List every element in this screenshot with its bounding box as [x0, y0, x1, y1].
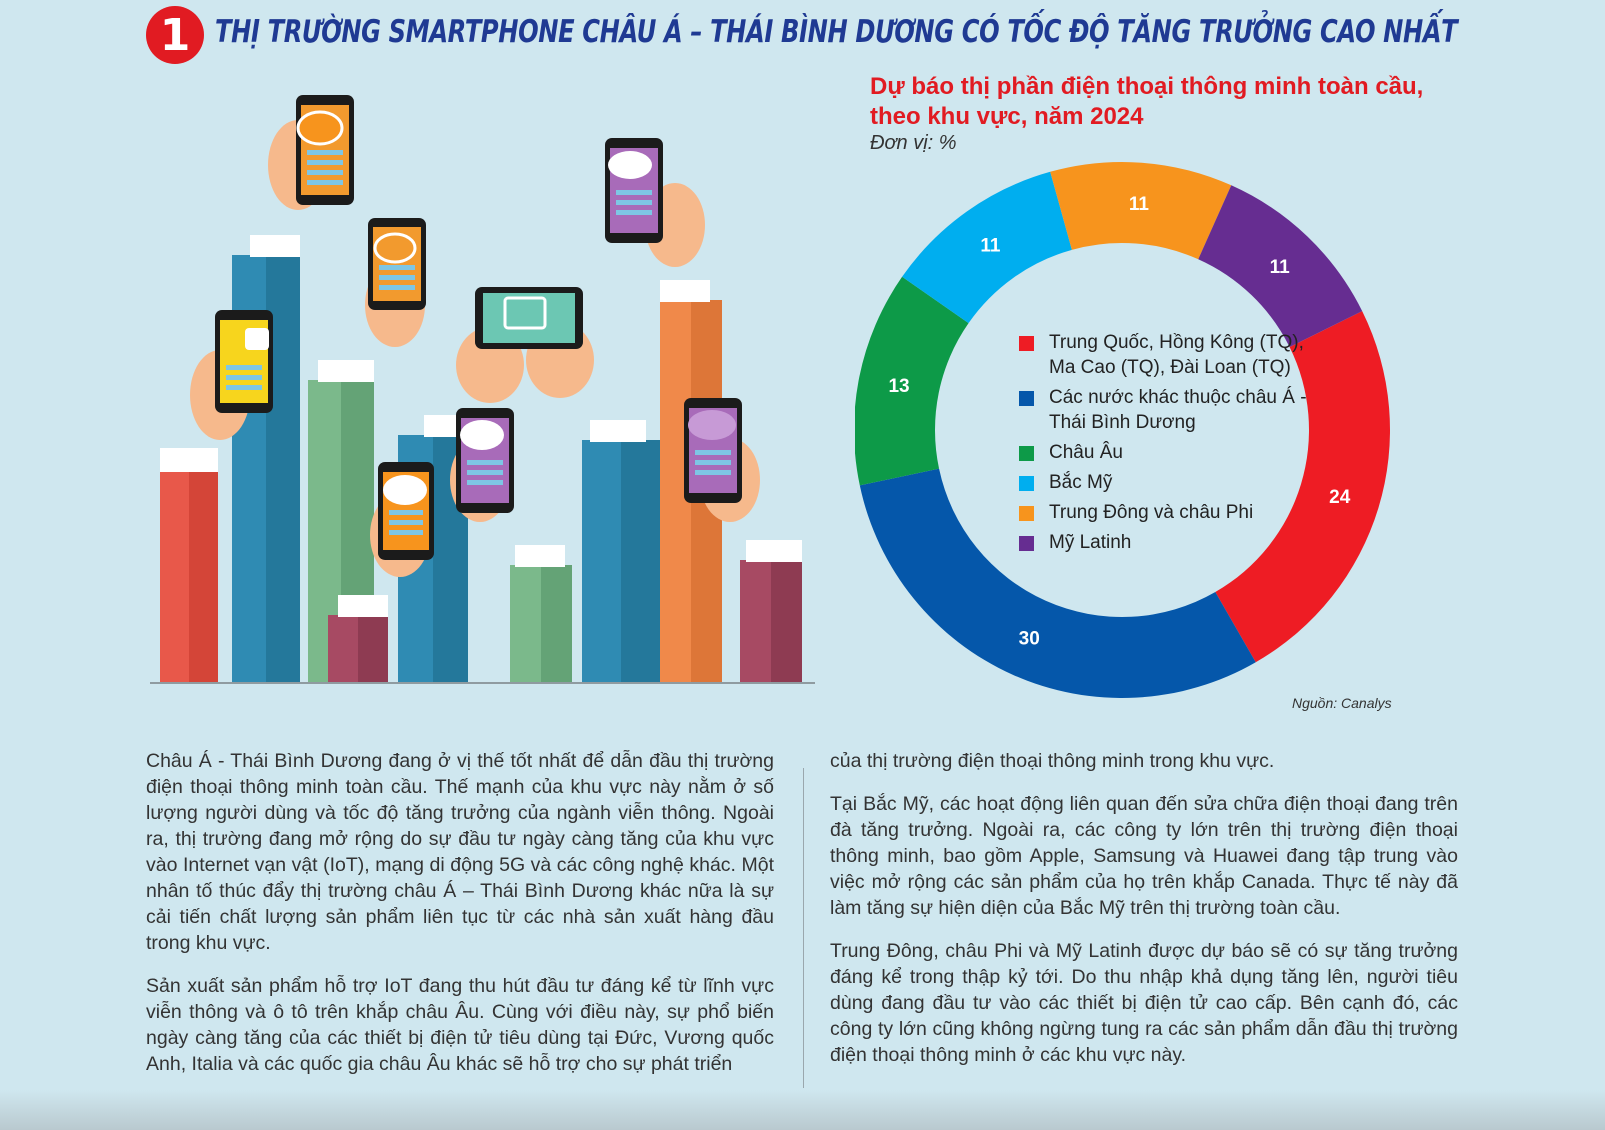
article-column-left: Châu Á - Thái Bình Dương đang ở vị thế t…: [146, 748, 774, 1094]
legend-label: Châu Âu: [1049, 442, 1123, 463]
donut-slice: [855, 276, 969, 486]
legend-item: Bắc Mỹ: [1015, 470, 1315, 495]
illustration-ground-line: [150, 682, 815, 684]
article-paragraph: Tại Bắc Mỹ, các hoạt động liên quan đến …: [830, 793, 1458, 919]
article-paragraph: Châu Á - Thái Bình Dương đang ở vị thế t…: [146, 750, 774, 954]
chart-title-line-1: Dự báo thị phần điện thoại thông minh to…: [870, 73, 1424, 100]
raised-hands-phones-illustration: [150, 95, 815, 684]
page-title: THỊ TRƯỜNG SMARTPHONE CHÂU Á – THÁI BÌNH…: [215, 14, 1458, 50]
legend-item: Trung Quốc, Hồng Kông (TQ), Ma Cao (TQ),…: [1015, 330, 1315, 380]
chart-title-line-2: theo khu vực, năm 2024: [870, 103, 1144, 130]
illustration-cuffs: [160, 235, 802, 617]
column-divider: [803, 768, 804, 1088]
legend-item: Châu Âu: [1015, 440, 1315, 465]
donut-slice-value-label: 13: [888, 376, 909, 397]
legend-swatch: [1019, 506, 1034, 521]
donut-slice: [859, 468, 1256, 698]
donut-slice-value-label: 11: [980, 235, 1001, 256]
chart-legend: Trung Quốc, Hồng Kông (TQ), Ma Cao (TQ),…: [1015, 330, 1315, 560]
legend-swatch: [1019, 391, 1034, 406]
chart-title: Dự báo thị phần điện thoại thông minh to…: [870, 72, 1470, 132]
donut-slice: [902, 171, 1072, 324]
illustration-chat-bubbles: [245, 110, 736, 505]
legend-label: Bắc Mỹ: [1049, 472, 1113, 493]
legend-label: Mỹ Latinh: [1049, 532, 1132, 553]
article-paragraph: Trung Đông, châu Phi và Mỹ Latinh được d…: [830, 940, 1458, 1066]
donut-slice: [1215, 311, 1390, 663]
legend-label: Các nước khác thuộc châu Á - Thái Bình D…: [1049, 387, 1307, 433]
bottom-shadow: [0, 1090, 1605, 1130]
legend-item: Mỹ Latinh: [1015, 530, 1315, 555]
article-column-right: của thị trường điện thoại thông minh tro…: [830, 748, 1458, 1085]
donut-slice-value-label: 30: [1019, 629, 1040, 650]
legend-swatch: [1019, 336, 1034, 351]
donut-slice: [1050, 162, 1232, 260]
donut-slice-value-label: 11: [1270, 257, 1291, 278]
legend-swatch: [1019, 536, 1034, 551]
article-paragraph: Sản xuất sản phẩm hỗ trợ IoT đang thu hú…: [146, 975, 774, 1075]
legend-label: Trung Quốc, Hồng Kông (TQ), Ma Cao (TQ),…: [1049, 332, 1304, 378]
legend-label: Trung Đông và châu Phi: [1049, 502, 1254, 523]
article-paragraph: của thị trường điện thoại thông minh tro…: [830, 750, 1275, 772]
donut-slice-value-label: 11: [1129, 194, 1150, 215]
legend-item: Các nước khác thuộc châu Á - Thái Bình D…: [1015, 385, 1315, 435]
legend-item: Trung Đông và châu Phi: [1015, 500, 1315, 525]
chart-source: Nguồn: Canalys: [1292, 695, 1392, 711]
donut-slice: [1198, 185, 1363, 348]
chart-unit: Đơn vị: %: [870, 132, 957, 154]
legend-swatch: [1019, 476, 1034, 491]
donut-slice-value-label: 24: [1329, 487, 1351, 508]
illustration-screen-lines: [226, 150, 731, 535]
legend-swatch: [1019, 446, 1034, 461]
donut-chart: 24 30 13 11 11 11: [855, 162, 1390, 698]
section-number-badge: 1: [146, 6, 204, 64]
